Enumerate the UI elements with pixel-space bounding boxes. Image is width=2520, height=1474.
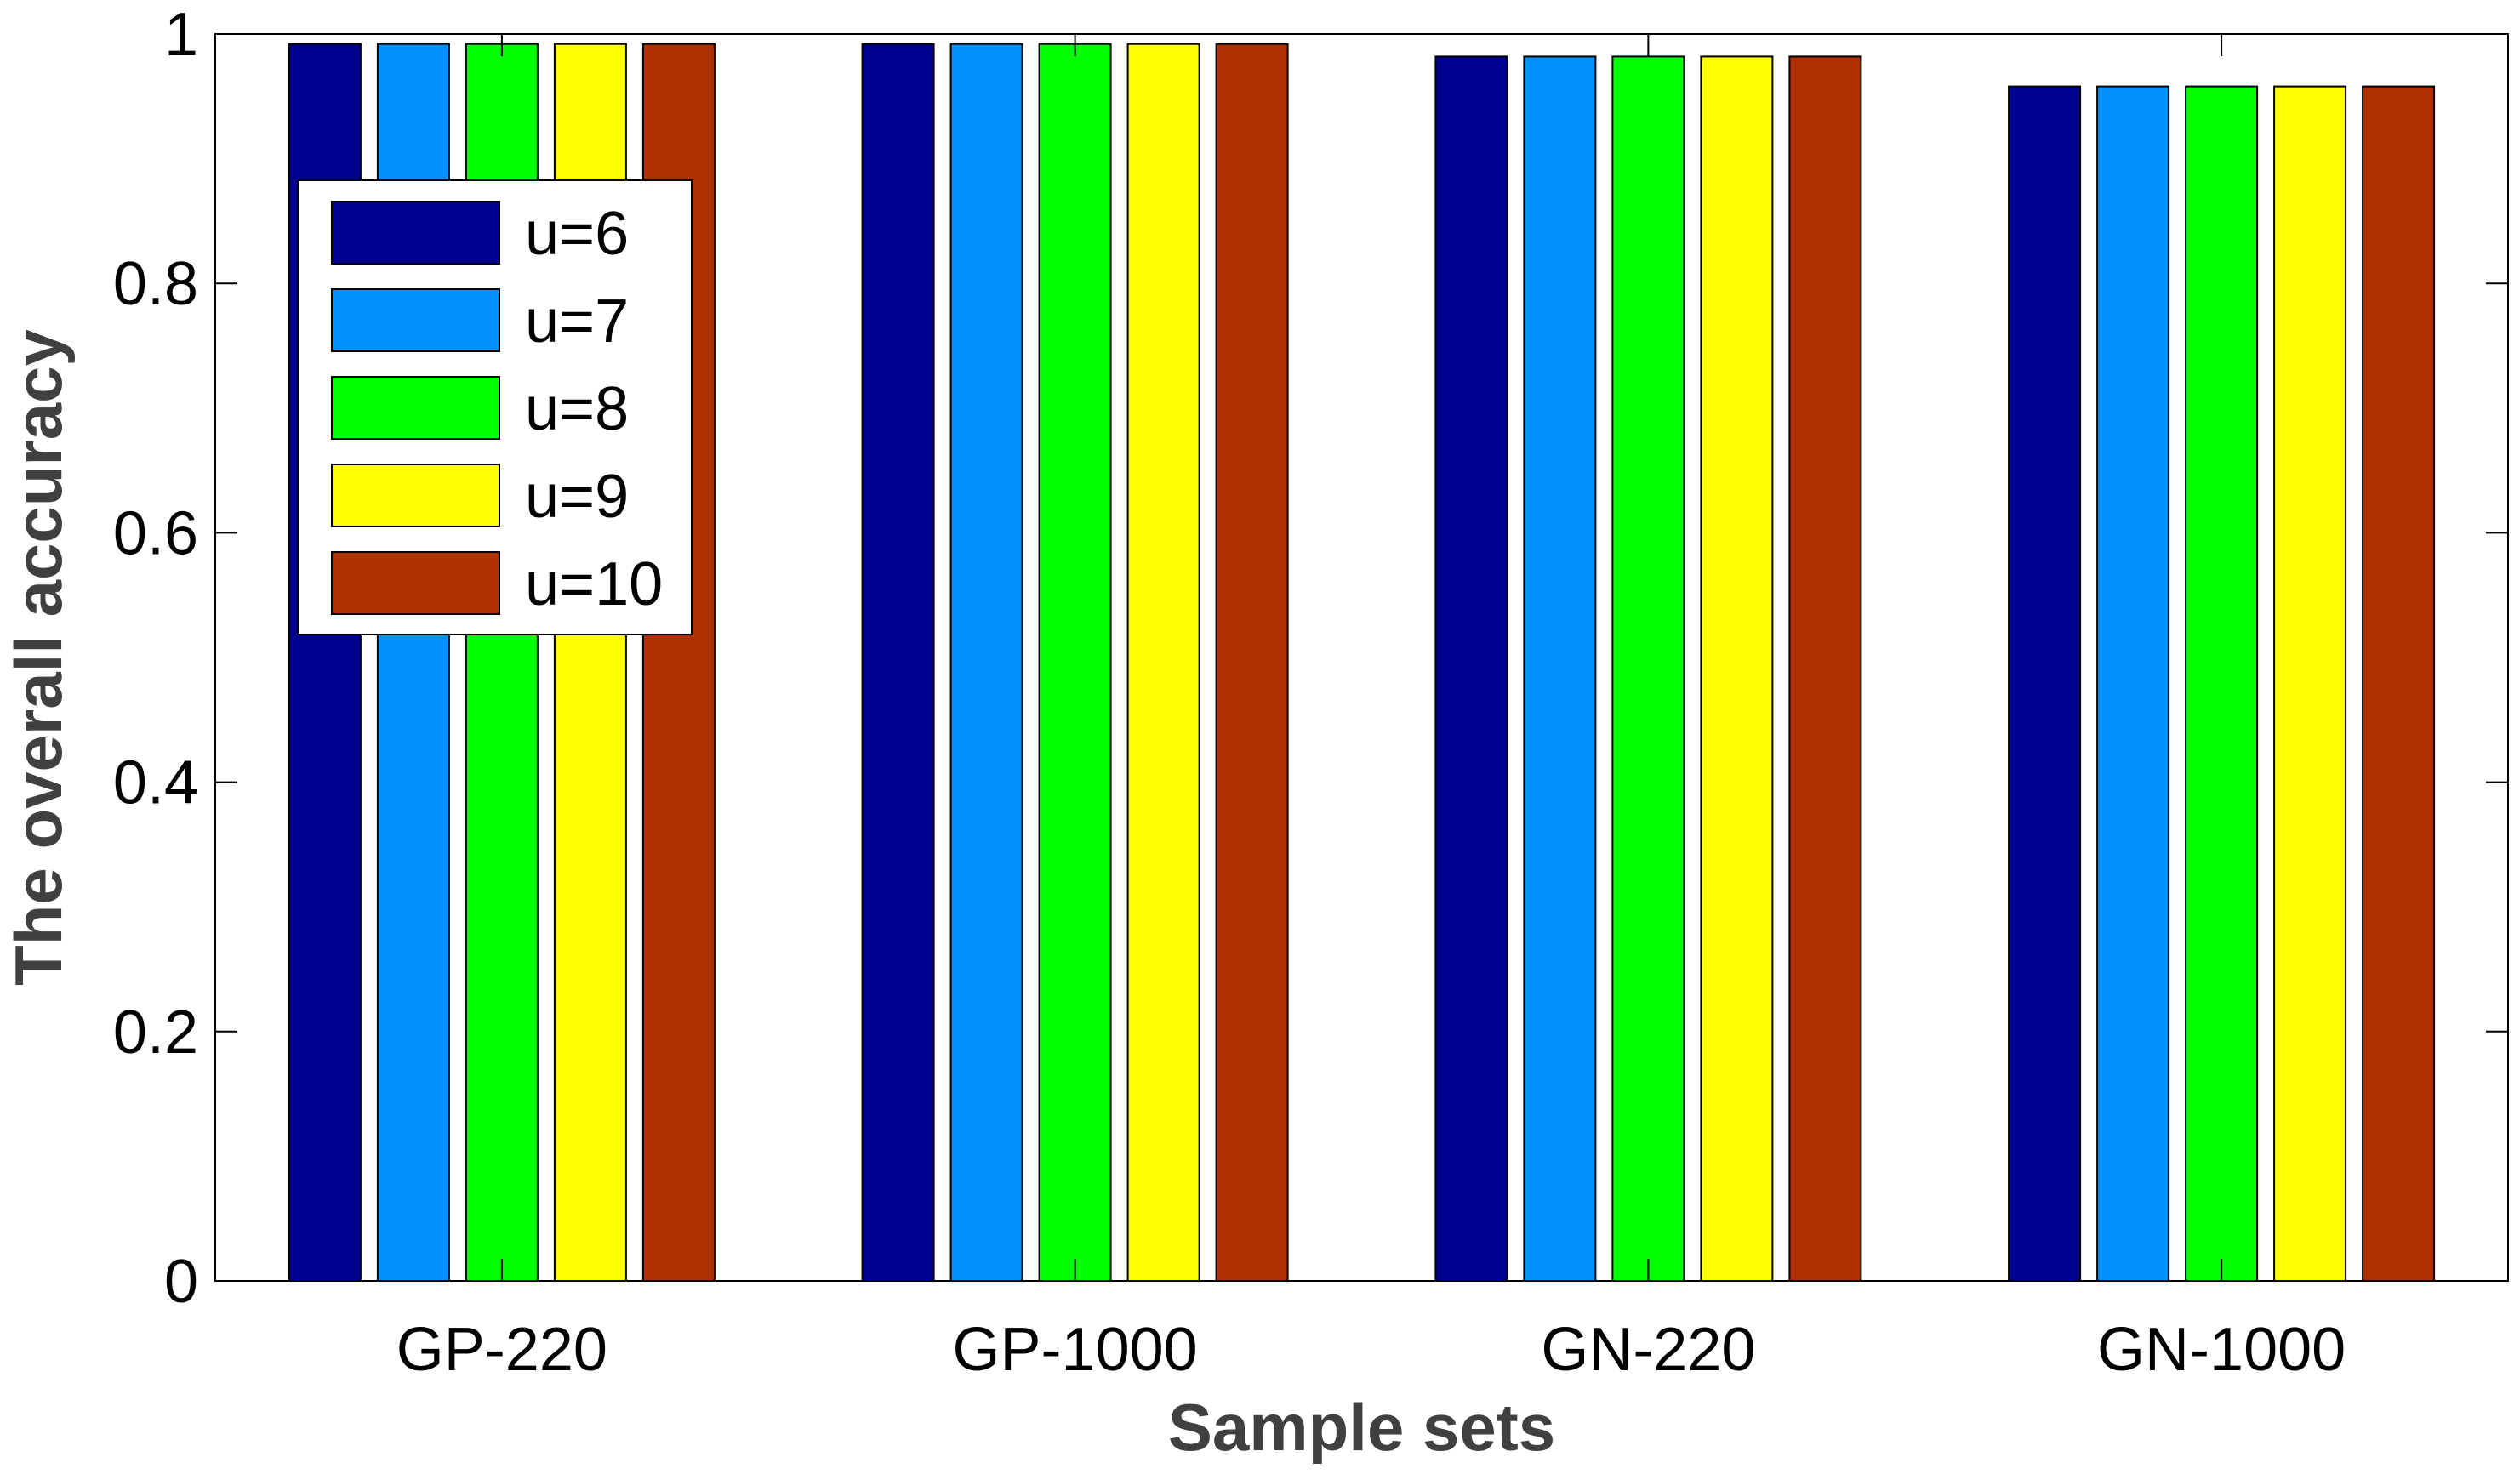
bar-gp-1000-u10 — [1215, 43, 1289, 1283]
y-tick-label: 1 — [164, 1, 198, 69]
bar-gn-1000-u6 — [2008, 85, 2082, 1283]
y-axis-title: The overall accuracy — [1, 329, 76, 986]
bar-gn-1000-u8 — [2185, 85, 2259, 1283]
bars-group — [288, 43, 2436, 1283]
bar-gn-220-u9 — [1700, 55, 1774, 1282]
legend-label: u=10 — [525, 550, 663, 618]
bar-gp-1000-u9 — [1126, 43, 1200, 1283]
legend-swatch-u7 — [331, 288, 500, 352]
legend-label: u=8 — [525, 375, 629, 443]
bar-gn-220-u6 — [1434, 55, 1508, 1282]
x-tick-label: GP-220 — [396, 1316, 607, 1384]
legend-label: u=6 — [525, 200, 629, 268]
legend-label: u=9 — [525, 463, 629, 531]
bar-gn-220-u8 — [1611, 55, 1685, 1282]
y-tick-label: 0 — [164, 1248, 198, 1316]
bar-gp-1000-u6 — [861, 43, 935, 1283]
legend-swatch-u10 — [331, 551, 500, 615]
y-tick-label: 0.4 — [113, 749, 198, 817]
legend-swatch-u9 — [331, 464, 500, 527]
bar-gn-220-u7 — [1523, 55, 1597, 1282]
bar-gn-220-u10 — [1788, 55, 1862, 1282]
legend-label: u=7 — [525, 287, 629, 356]
y-tick-label: 0.6 — [113, 499, 198, 567]
legend: u=6 u=7 u=8 u=9 u=10 — [297, 179, 693, 635]
bar-gp-1000-u8 — [1038, 43, 1112, 1283]
x-axis-title: Sample sets — [1168, 1390, 1555, 1465]
x-tick-label: GN-1000 — [2097, 1316, 2346, 1384]
bar-gn-1000-u10 — [2362, 85, 2436, 1283]
legend-swatch-u6 — [331, 201, 500, 265]
axes-group: 0 0.2 0.4 0.6 0.8 1 GP-220 GP-1000 GN-220 GN-1000 — [113, 1, 2509, 1384]
plot-frame — [214, 33, 2509, 1282]
x-tick-label: GP-1000 — [953, 1316, 1198, 1384]
y-tick-label: 0.2 — [113, 999, 198, 1067]
x-tick-label: GN-220 — [1541, 1316, 1755, 1384]
y-tick-label: 0.8 — [113, 250, 198, 318]
bar-gn-1000-u9 — [2273, 85, 2347, 1283]
bar-gn-1000-u7 — [2096, 85, 2170, 1283]
bar-gp-1000-u7 — [949, 43, 1023, 1283]
legend-swatch-u8 — [331, 376, 500, 440]
